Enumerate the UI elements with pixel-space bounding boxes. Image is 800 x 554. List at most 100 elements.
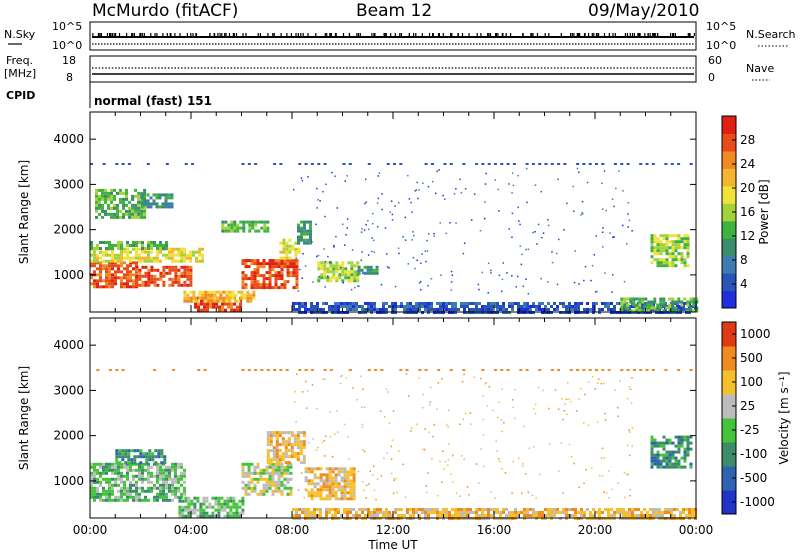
velocity-cell [123,462,126,466]
power-cell [547,302,550,305]
velocity-cell [123,483,126,487]
velocity-cell [90,477,93,481]
nsky-spike [637,33,639,36]
power-range-band-cell [121,163,125,165]
velocity-scatter-point [619,380,621,382]
velocity-cell [550,511,553,514]
velocity-cell [138,474,141,478]
power-scatter-point [536,243,538,245]
power-range-band-cell [424,163,428,165]
power-cell [620,309,624,313]
velocity-scatter-point [603,382,605,385]
velocity-cell [688,508,691,511]
power-cell [153,283,157,287]
power-scatter-point [324,260,327,263]
velocity-cell [691,511,694,514]
power-cell [529,305,532,308]
velocity-cell [115,452,119,456]
power-scatter-point [580,214,582,216]
nsky-spike [166,33,168,36]
power-cell [98,206,101,210]
velocity-cell [517,511,520,514]
power-cell [120,244,123,247]
power-cell [259,283,263,287]
power-scatter-point [412,256,415,259]
nsky-spike [687,33,689,36]
power-cell [171,265,175,269]
power-cell [644,297,648,301]
velocity-cell [121,452,125,456]
velocity-cell [394,508,397,511]
power-cell [448,302,451,305]
velocity-cell [165,471,168,475]
power-cell [201,247,204,251]
velocity-cell [430,511,433,514]
power-cell [93,256,96,260]
velocity-cell [307,467,311,471]
velocity-cell [272,452,276,456]
power-cell [114,253,117,257]
velocity-cell [281,458,285,462]
velocity-scatter-point [521,492,523,494]
power-cell [119,209,122,213]
power-scatter-point [537,223,540,226]
velocity-cell [439,514,442,517]
velocity-cell [577,511,580,514]
power-cell [364,302,367,305]
power-cell [294,250,298,254]
velocity-cell [358,508,361,511]
power-cell [147,241,150,244]
velocity-cell [296,443,300,447]
velocity-scatter-point [629,388,632,390]
power-cell [162,274,166,278]
power-cell [656,309,660,313]
velocity-cell [126,492,129,496]
power-range-band-cell [645,163,649,165]
velocity-cell [325,476,329,480]
power-scatter-point [317,254,320,257]
velocity-cell [290,449,294,453]
power-scatter-point [464,188,467,190]
velocity-scatter-point [305,380,307,383]
velocity-cell [271,465,275,469]
velocity-cell [132,468,135,472]
velocity-cell [313,491,317,495]
power-cell [349,302,352,305]
power-cell [329,267,333,271]
power-cell [409,302,412,305]
velocity-cell [275,440,279,444]
power-cell [105,247,108,250]
power-cell [93,282,96,286]
velocity-scatter-point [482,418,484,421]
velocity-cell [337,511,340,514]
power-cell [341,261,345,265]
velocity-cell [529,508,532,511]
power-cell [171,253,174,257]
velocity-cell [135,474,138,478]
velocity-range-band-cell [506,369,510,371]
velocity-cell [247,462,251,466]
power-scatter-point [502,262,504,264]
power-scatter-point [360,259,363,262]
power-cell [400,302,403,305]
velocity-cell [686,444,690,448]
velocity-scatter-point [579,387,582,390]
velocity-scatter-point [497,458,500,460]
power-cell [215,302,218,306]
velocity-scatter-point [404,496,407,498]
power-cell [131,206,135,210]
velocity-cell [286,468,290,472]
power-cell [433,308,436,311]
power-cell [487,305,490,308]
power-scatter-point [342,223,344,225]
power-cell [283,259,287,263]
velocity-cell [162,471,165,475]
power-cell [99,261,102,265]
velocity-range-band-cell [298,369,302,371]
velocity-cell [550,508,553,511]
power-cell [309,232,312,236]
velocity-cell [220,508,224,512]
power-cell [674,309,678,313]
velocity-cell [475,511,478,514]
power-cell [99,267,102,271]
